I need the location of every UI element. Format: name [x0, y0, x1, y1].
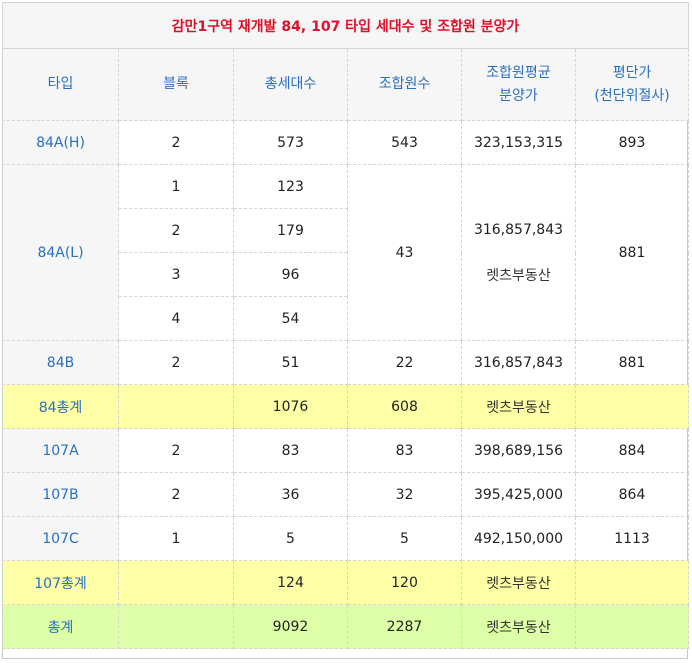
members-cell: 32 — [347, 472, 462, 517]
households-cell: 96 — [233, 252, 348, 297]
households-cell: 573 — [233, 120, 348, 165]
block-cell: 2 — [118, 340, 234, 385]
table-row: 2 179 — [3, 208, 689, 253]
price-cell: 492,150,000 — [461, 516, 576, 561]
block-cell: 2 — [118, 428, 234, 473]
table-title: 감만1구역 재개발 84, 107 타입 세대수 및 조합원 분양가 — [1, 2, 690, 49]
table-row: 4 54 — [3, 296, 689, 341]
pyeong-cell — [574, 604, 690, 649]
header-block: 블록 — [118, 48, 234, 121]
households-cell: 36 — [233, 472, 348, 517]
header-price-line1: 조합원평균 — [486, 64, 551, 81]
table-row: 84A(L) 1 123 43 316,857,843 렛츠부동산 881 — [2, 164, 690, 341]
pyeong-cell: 1113 — [574, 516, 690, 561]
pyeong-cell — [574, 560, 690, 605]
type-cell: 107A — [2, 428, 119, 473]
header-households: 총세대수 — [233, 48, 348, 121]
header-price: 조합원평균 분양가 — [461, 48, 576, 121]
members-cell: 543 — [347, 120, 462, 165]
subtotal-row: 84총계 1076 608 렛츠부동산 — [2, 384, 690, 429]
block-cell: 2 — [118, 208, 234, 253]
header-pyeong-line1: 평단가 — [612, 64, 652, 81]
households-cell: 9092 — [233, 604, 348, 649]
members-cell: 120 — [347, 560, 462, 605]
block-cell — [118, 604, 234, 649]
pyeong-cell: 884 — [574, 428, 690, 473]
price-cell: 398,689,156 — [461, 428, 576, 473]
block-cell: 4 — [118, 296, 234, 341]
table-row: 84A(H) 2 573 543 323,153,315 893 — [2, 120, 690, 165]
households-cell: 123 — [233, 164, 348, 209]
type-cell: 107B — [2, 472, 119, 517]
households-cell: 83 — [233, 428, 348, 473]
subtotal-row: 107총계 124 120 렛츠부동산 — [2, 560, 690, 605]
members-cell: 83 — [347, 428, 462, 473]
header-members: 조합원수 — [347, 48, 462, 121]
type-cell: 84A(L) — [2, 164, 119, 341]
type-cell: 107C — [2, 516, 119, 561]
price-cell: 316,857,843 — [461, 340, 576, 385]
pyeong-cell: 881 — [574, 164, 690, 341]
price-value: 316,857,843 — [473, 221, 564, 238]
households-cell: 179 — [233, 208, 348, 253]
type-cell: 84총계 — [2, 384, 119, 429]
table-row: 107C 1 5 5 492,150,000 1113 — [2, 516, 690, 561]
table-row: 107B 2 36 32 395,425,000 864 — [2, 472, 690, 517]
watermark-text: 렛츠부동산 — [461, 560, 576, 605]
watermark-text: 렛츠부동산 — [461, 604, 576, 649]
households-cell: 51 — [233, 340, 348, 385]
table-row: 107A 2 83 83 398,689,156 884 — [2, 428, 690, 473]
members-cell: 22 — [347, 340, 462, 385]
block-cell: 1 — [118, 516, 234, 561]
households-cell: 54 — [233, 296, 348, 341]
price-table: 감만1구역 재개발 84, 107 타입 세대수 및 조합원 분양가 타입 블록… — [1, 2, 690, 649]
header-pyeong: 평단가 (천단위절사) — [574, 48, 690, 121]
price-cell: 323,153,315 — [461, 120, 576, 165]
households-cell: 5 — [233, 516, 348, 561]
table-row: 84B 2 51 22 316,857,843 881 — [2, 340, 690, 385]
header-pyeong-line2: (천단위절사) — [594, 87, 670, 104]
pyeong-cell: 881 — [574, 340, 690, 385]
households-cell: 124 — [233, 560, 348, 605]
type-cell: 총계 — [2, 604, 119, 649]
members-cell: 43 — [347, 164, 462, 341]
pyeong-cell: 893 — [574, 120, 690, 165]
block-cell: 1 — [118, 164, 234, 209]
watermark-text: 렛츠부동산 — [486, 267, 551, 284]
members-cell: 5 — [347, 516, 462, 561]
households-cell: 1076 — [233, 384, 348, 429]
block-cell: 2 — [118, 120, 234, 165]
type-cell: 84B — [2, 340, 119, 385]
block-cell — [118, 384, 234, 429]
block-cell: 2 — [118, 472, 234, 517]
price-cell: 316,857,843 렛츠부동산 — [461, 164, 576, 341]
members-cell: 2287 — [347, 604, 462, 649]
pyeong-cell — [574, 384, 690, 429]
pyeong-cell: 864 — [574, 472, 690, 517]
block-cell — [118, 560, 234, 605]
header-price-line2: 분양가 — [499, 87, 538, 104]
block-cell: 3 — [118, 252, 234, 297]
type-cell: 107총계 — [2, 560, 119, 605]
watermark-text: 렛츠부동산 — [461, 384, 576, 429]
header-type: 타입 — [2, 48, 119, 121]
price-cell: 395,425,000 — [461, 472, 576, 517]
type-cell: 84A(H) — [2, 120, 119, 165]
total-row: 총계 9092 2287 렛츠부동산 — [2, 604, 690, 649]
members-cell: 608 — [347, 384, 462, 429]
